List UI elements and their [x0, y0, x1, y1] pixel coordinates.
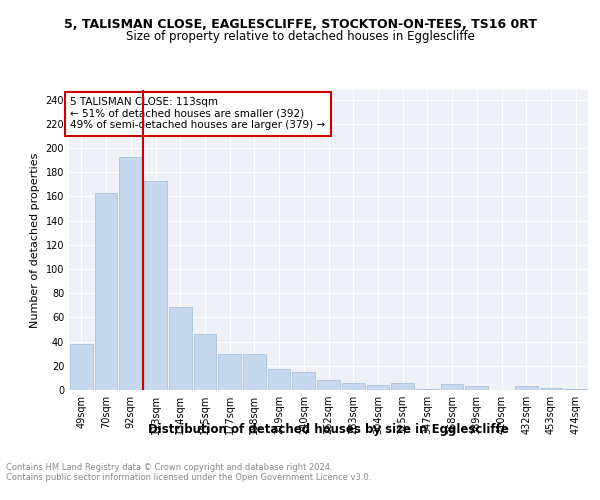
Bar [466, 386, 488, 390]
Bar [95, 193, 118, 390]
Text: Distribution of detached houses by size in Egglescliffe: Distribution of detached houses by size … [148, 422, 509, 436]
Bar [317, 380, 340, 390]
Bar [169, 306, 191, 390]
Bar [391, 382, 414, 390]
Bar [268, 370, 290, 390]
Bar [144, 180, 167, 390]
Bar [119, 156, 142, 390]
Bar [515, 386, 538, 390]
Bar [243, 354, 266, 390]
Bar [539, 388, 562, 390]
Bar [441, 384, 463, 390]
Bar [194, 334, 216, 390]
Bar [564, 389, 587, 390]
Text: Size of property relative to detached houses in Egglescliffe: Size of property relative to detached ho… [125, 30, 475, 43]
Text: 5 TALISMAN CLOSE: 113sqm
← 51% of detached houses are smaller (392)
49% of semi-: 5 TALISMAN CLOSE: 113sqm ← 51% of detach… [70, 98, 325, 130]
Bar [342, 382, 365, 390]
Bar [292, 372, 315, 390]
Bar [218, 354, 241, 390]
Y-axis label: Number of detached properties: Number of detached properties [30, 152, 40, 328]
Text: 5, TALISMAN CLOSE, EAGLESCLIFFE, STOCKTON-ON-TEES, TS16 0RT: 5, TALISMAN CLOSE, EAGLESCLIFFE, STOCKTO… [64, 18, 536, 30]
Text: Contains HM Land Registry data © Crown copyright and database right 2024.
Contai: Contains HM Land Registry data © Crown c… [6, 462, 371, 482]
Bar [70, 344, 93, 390]
Bar [367, 385, 389, 390]
Bar [416, 389, 439, 390]
